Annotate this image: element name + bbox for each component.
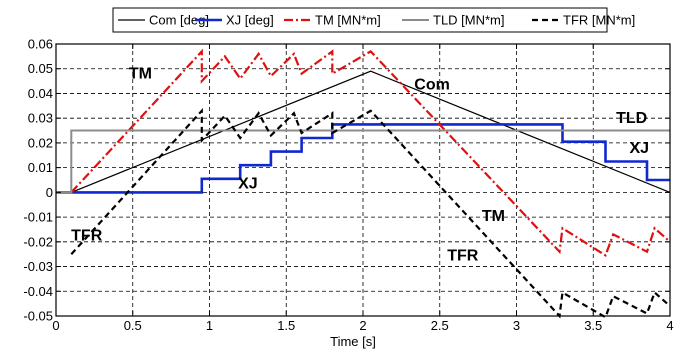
x-tick-label: 1 [206,318,213,333]
annotation-label: TLD [616,110,647,127]
y-tick-label: 0.05 [28,61,53,76]
x-tick-label: 4 [666,318,673,333]
tick-labels: 0 0.5 1 1.5 2 2.5 3 3.5 4 -0.05 -0.04 -0.03 -0.02 -0.… [23,37,673,334]
series-lines [56,48,671,319]
legend-label: TLD [MN*m] [433,13,505,28]
y-tick-label: 0.01 [28,160,53,175]
annotation-label: TM [129,66,152,83]
y-tick-label: 0.04 [28,86,53,101]
y-tick-label: -0.03 [23,259,53,274]
annotations: TM Com TLD XJ XJ TFR TM TFR [71,66,649,265]
x-tick-label: 0 [52,318,59,333]
annotation-label: TFR [447,247,479,264]
grid-lines [56,44,670,316]
y-tick-label: -0.05 [23,309,53,324]
annotation-label: XJ [630,140,650,157]
series-line [70,48,671,258]
x-tick-label: 1.5 [277,318,295,333]
y-tick-label: -0.02 [23,234,53,249]
series-line [56,129,670,194]
x-tick-label: 3.5 [584,318,602,333]
series-line [71,70,671,193]
x-tick-label: 0.5 [124,318,142,333]
axes [55,43,671,317]
y-tick-label: 0.06 [28,37,53,52]
x-tick-label: 3 [513,318,520,333]
x-tick-label: 2.5 [431,318,449,333]
y-tick-label: 0.03 [28,111,53,126]
legend-label: TM [MN*m] [315,13,381,28]
annotation-label: Com [414,77,450,94]
annotation-label: XJ [238,176,258,193]
y-tick-label: 0 [46,185,53,200]
x-tick-label: 2 [359,318,366,333]
legend-label: TFR [MN*m] [563,13,635,28]
annotation-label: TFR [71,228,103,245]
legend-label: Com [deg] [149,13,209,28]
series-line [70,107,671,319]
annotation-label: TM [482,208,505,225]
legend: Com [deg] XJ [deg] TM [MN*m] TLD [MN*m] TFR … [112,7,635,33]
y-tick-label: -0.01 [23,210,53,225]
y-tick-label: -0.04 [23,284,53,299]
series-line [56,123,670,194]
y-tick-label: 0.02 [28,135,53,150]
x-axis-label: Time [s] [330,334,376,349]
legend-label: XJ [deg] [226,13,274,28]
